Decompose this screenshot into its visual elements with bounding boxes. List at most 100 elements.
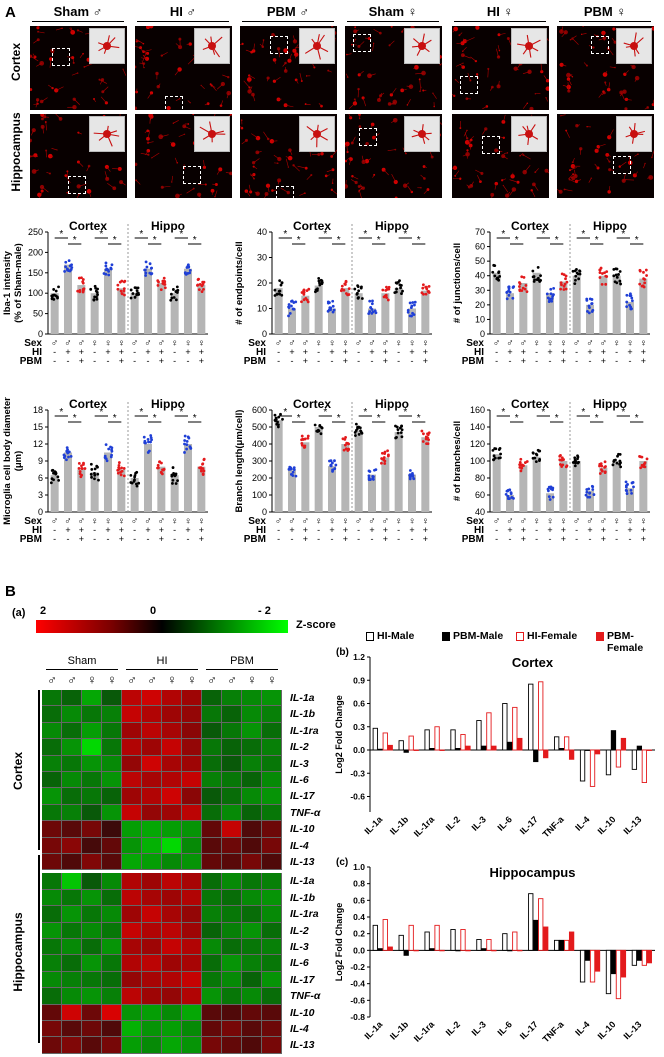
inset-process — [526, 125, 530, 135]
microglia-process — [601, 92, 605, 96]
x-row-value: + — [303, 534, 308, 544]
data-point — [291, 470, 295, 474]
microglia-process — [250, 173, 255, 179]
data-point — [626, 483, 629, 486]
microglia-cell — [468, 143, 473, 148]
x-row-value: + — [521, 347, 526, 357]
heatmap-cortex-cell — [62, 837, 82, 854]
inset-process — [106, 125, 109, 135]
data-point — [300, 291, 304, 294]
data-point — [95, 291, 99, 294]
bar-hi-female — [434, 726, 440, 751]
x-row-value: + — [329, 347, 334, 357]
microglia-cell — [135, 40, 138, 43]
data-point — [342, 288, 346, 292]
heatmap-hippo-cell — [242, 1021, 262, 1038]
microglia-cell — [475, 26, 480, 30]
microglia-process — [391, 120, 396, 123]
x-row-value: + — [521, 534, 526, 544]
microglia-process — [225, 172, 231, 174]
data-point — [628, 303, 631, 307]
data-point — [331, 299, 335, 303]
data-point — [189, 446, 193, 450]
heatmap-cortex-cell — [142, 837, 162, 854]
data-point — [162, 467, 166, 471]
microglia-process — [594, 163, 599, 169]
zscore-title: Z-score — [296, 619, 336, 631]
microglia-cell — [182, 124, 187, 129]
data-point — [175, 285, 179, 289]
y-tick-label: 1.0 — [353, 862, 365, 872]
data-point — [116, 287, 120, 291]
data-point — [129, 473, 133, 477]
bar — [381, 293, 390, 334]
chart-title-left: Cortex — [511, 397, 549, 411]
bar — [612, 275, 621, 334]
data-point — [131, 292, 135, 295]
zoom-region-box — [482, 136, 500, 154]
y-tick-label: 150 — [28, 268, 43, 278]
microglia-process — [30, 55, 39, 62]
microglia-process — [184, 126, 191, 130]
bar-pbm-male — [636, 745, 643, 751]
data-point — [547, 495, 551, 499]
data-point — [421, 286, 425, 290]
y-tick-label: 100 — [28, 288, 43, 298]
data-point — [587, 304, 591, 308]
heatmap-hippo-cell — [242, 922, 262, 939]
microglia-process — [175, 43, 181, 48]
data-point — [76, 289, 80, 293]
data-point — [611, 463, 615, 467]
data-point — [163, 280, 167, 284]
bar — [301, 295, 310, 334]
data-point — [518, 281, 521, 284]
microglia-cell — [36, 26, 40, 30]
bar — [130, 478, 139, 512]
data-point — [615, 461, 619, 465]
microglia-process — [32, 53, 36, 58]
heatmap-hippo-cell — [182, 873, 202, 890]
microglia-process — [222, 74, 229, 78]
data-point — [290, 299, 293, 303]
microglia-cell — [606, 87, 611, 92]
y-tick-label: 50 — [475, 256, 485, 266]
data-point — [360, 297, 364, 300]
microglia-cell — [188, 42, 192, 46]
x-row-value: ♂ — [600, 338, 608, 349]
data-point — [342, 448, 346, 452]
microglia-process — [55, 28, 63, 31]
microglia-process — [413, 67, 417, 70]
x-row-value: - — [133, 525, 136, 535]
y-tick-label: 100 — [470, 456, 485, 466]
inset-cell-icon — [517, 34, 541, 58]
data-point — [368, 310, 372, 313]
microglia-process — [455, 62, 464, 67]
microglia-process — [294, 54, 297, 59]
inset-process — [211, 36, 223, 47]
bar — [341, 444, 350, 512]
bar-pbm-male — [429, 948, 435, 951]
y-tick-label: 70 — [475, 227, 485, 237]
x-row-value: - — [93, 356, 96, 366]
bar-hi-male — [631, 749, 638, 770]
heatmap-cortex-cell — [222, 854, 242, 871]
data-point — [354, 422, 358, 426]
inset-process — [106, 133, 113, 147]
microglia-process — [253, 158, 260, 163]
data-point — [518, 285, 521, 288]
inset-process — [106, 130, 118, 135]
microglia-cell — [276, 162, 279, 165]
data-point — [163, 286, 167, 290]
data-point — [202, 288, 205, 291]
heatmap-cortex-cell — [62, 788, 82, 805]
sig-star: * — [417, 413, 421, 424]
microglia-process — [306, 174, 312, 180]
bar-pbm-female — [620, 949, 627, 978]
data-point — [328, 459, 331, 463]
bar — [506, 495, 514, 512]
microglia-process — [568, 173, 574, 180]
microglia-process — [84, 63, 93, 68]
x-row-value: ♀ — [184, 338, 192, 349]
heatmap-hippo-cell — [42, 1037, 62, 1054]
